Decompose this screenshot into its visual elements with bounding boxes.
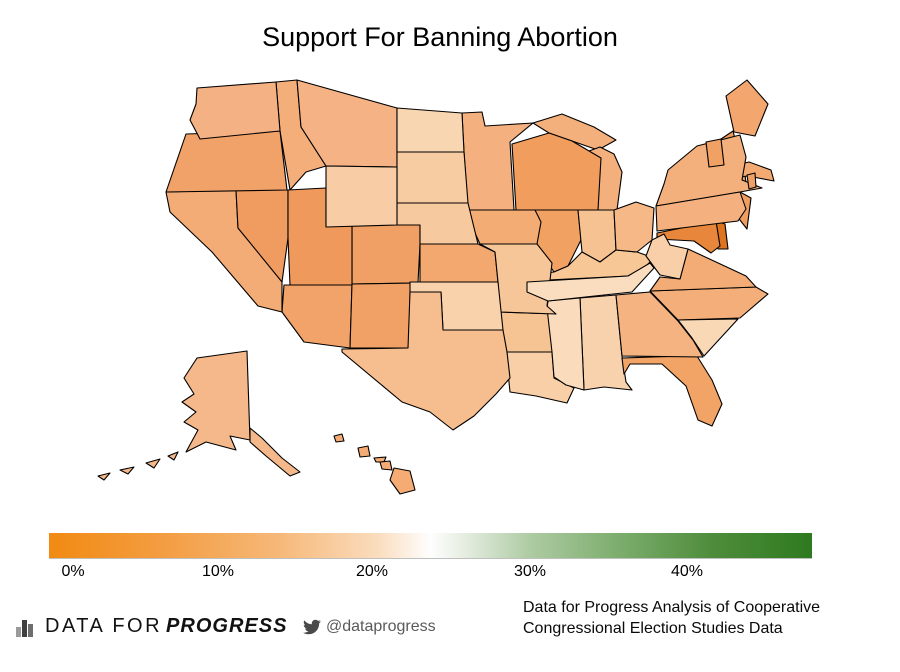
state-AK[interactable]: Alaska — ~14% — [97, 350, 301, 481]
bar-chart-icon-bar — [16, 627, 21, 637]
state-WY[interactable]: Wyoming — ~16% — [325, 165, 398, 228]
state-MS[interactable]: Mississippi — ~20% — [546, 297, 585, 391]
state-AZ[interactable]: Arizona — ~11% — [281, 284, 353, 349]
dfp-logo-text-regular: DATA FOR — [45, 615, 163, 637]
attribution-line-1: Data for Progress Analysis of Cooperativ… — [523, 599, 821, 616]
state-ND[interactable]: North Dakota — ~18% — [396, 107, 465, 153]
state-OR[interactable]: Oregon — ~11% — [165, 130, 288, 193]
twitter-credit: @dataprogress — [303, 618, 436, 638]
state-TN[interactable]: Tennessee — ~20% — [526, 262, 655, 302]
bar-chart-icon-bar — [22, 620, 27, 637]
state-WI[interactable]: Wisconsin — ~9% — [511, 132, 602, 211]
bar-chart-icon-bar — [28, 624, 33, 637]
colorbar-tick-label: 10% — [201, 563, 235, 580]
state-VT[interactable]: Vermont — ~10% — [705, 138, 725, 168]
dfp-logo-text-bold: PROGRESS — [166, 615, 288, 637]
state-PA[interactable]: Pennsylvania — ~12% — [655, 191, 747, 232]
state-OH[interactable]: Ohio — ~14% — [613, 201, 655, 253]
dfp-logo-text: DATA FOR PROGRESS — [45, 615, 287, 638]
colorbar-tick-label: 40% — [670, 563, 704, 580]
colorbar-tick-label: 0% — [61, 563, 85, 580]
bar-chart-icon — [16, 619, 40, 637]
state-WA[interactable]: Washington — ~12% — [189, 81, 281, 140]
colorbar-gradient — [49, 533, 812, 558]
state-ME[interactable]: Maine — ~11% — [725, 79, 769, 137]
page-title: Support For Banning Abortion — [262, 22, 618, 52]
state-SC[interactable]: South Carolina — ~19% — [677, 318, 739, 357]
state-TX[interactable]: Texas — ~14% — [341, 291, 511, 431]
state-WV[interactable]: West Virginia — ~17% — [645, 233, 689, 280]
attribution-line-2: Congressional Election Studies Data — [523, 620, 783, 637]
state-SD[interactable]: South Dakota — ~17% — [396, 151, 469, 204]
us-choropleth-map: Alabama — ~18%Alaska — ~14%Arizona — ~11… — [97, 79, 775, 495]
twitter-bird-icon — [303, 619, 321, 635]
state-HI[interactable]: Hawaii — ~13% — [333, 433, 416, 495]
twitter-handle[interactable]: @dataprogress — [326, 618, 436, 635]
state-FL[interactable]: Florida — ~10% — [621, 347, 723, 427]
state-CO[interactable]: Colorado — ~10% — [351, 224, 421, 285]
colorbar-tick-label: 20% — [355, 563, 389, 580]
state-RI[interactable]: Rhode Island — ~9% — [746, 172, 757, 190]
colorbar-tick-label: 30% — [513, 563, 547, 580]
state-IA[interactable]: Iowa — ~13% — [467, 209, 542, 245]
state-KS[interactable]: Kansas — ~11% — [419, 243, 499, 283]
attribution: Data for Progress Analysis of Cooperativ… — [523, 597, 820, 639]
